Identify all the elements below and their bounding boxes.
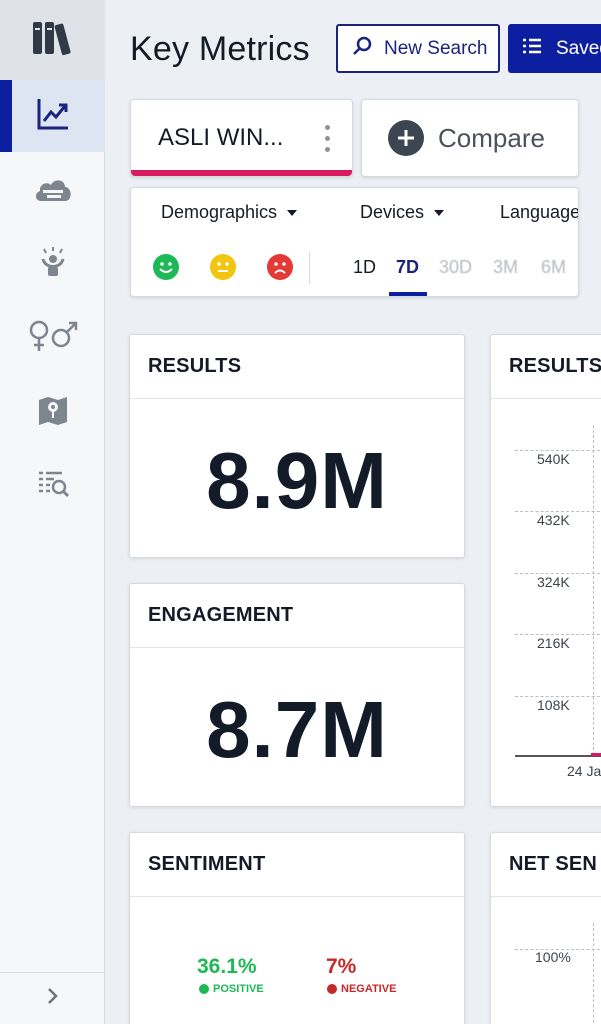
y-tick-label: 216K [537, 635, 570, 651]
net-sentiment-title: NET SEN [491, 833, 601, 897]
caret-down-icon [287, 209, 298, 216]
results-card: RESULTS 8.9M [129, 334, 465, 558]
positive-label-text: POSITIVE [213, 983, 264, 995]
engagement-card: ENGAGEMENT 8.7M [129, 583, 465, 807]
filter-panel: Demographics Devices Languages 1D 7D 30D… [130, 187, 579, 297]
devices-label: Devices [360, 202, 425, 222]
gridline [515, 573, 601, 574]
search-tab-label: ASLI WIN... [158, 124, 284, 151]
negative-value: 7% [326, 955, 357, 978]
compare-button[interactable]: Compare [361, 99, 579, 177]
cloud-icon [33, 175, 73, 208]
chevron-right-icon [46, 987, 60, 1010]
sidebar [0, 0, 105, 1024]
neutral-face-icon [217, 262, 229, 272]
negative-label-text: NEGATIVE [341, 983, 397, 995]
y-tick-label: 540K [537, 451, 570, 467]
engagement-card-title: ENGAGEMENT [130, 584, 464, 648]
sidebar-expand-button[interactable] [0, 972, 105, 1024]
x-tick-label: 24 Ja [567, 763, 601, 779]
results-chart-card: RESULTS 540K 432K 324K 216K 108K 24 Ja [490, 334, 601, 807]
kebab-dot [324, 135, 330, 141]
sidebar-item-search-results[interactable] [0, 449, 105, 521]
sidebar-item-demographics[interactable] [0, 302, 105, 374]
range-7d[interactable]: 7D [396, 257, 420, 277]
active-tab-indicator [131, 170, 352, 176]
sentiment-card: SENTIMENT 36.1% POSITIVE 7% NEGATIVE [129, 832, 465, 1024]
active-range-indicator [389, 292, 427, 296]
y-tick-label: 100% [535, 949, 571, 965]
sidebar-logo[interactable] [0, 0, 105, 80]
list-icon [522, 38, 556, 60]
gridline [515, 696, 601, 697]
sidebar-item-geography[interactable] [0, 377, 105, 449]
x-gridline [593, 923, 594, 1024]
gender-icon [27, 318, 79, 359]
sidebar-item-key-metrics[interactable] [0, 80, 105, 152]
saved-label: Saved [556, 37, 601, 59]
saved-searches-button[interactable]: Saved [508, 24, 601, 73]
results-value: 8.9M [206, 436, 388, 525]
y-tick-label: 324K [537, 574, 570, 590]
demographics-label: Demographics [161, 202, 278, 222]
compare-label: Compare [438, 122, 545, 153]
gridline [515, 511, 601, 512]
range-6m[interactable]: 6M [541, 257, 567, 277]
list-search-icon [36, 466, 70, 505]
languages-dropdown[interactable]: Languages [500, 202, 578, 223]
y-tick-label: 108K [537, 697, 570, 713]
positive-label: POSITIVE [199, 983, 264, 995]
results-chart-title: RESULTS [491, 335, 601, 399]
kebab-dot [324, 124, 330, 130]
negative-sentiment-filter[interactable] [267, 254, 293, 280]
page-title: Key Metrics [130, 30, 310, 68]
gridline [515, 634, 601, 635]
new-search-label: New Search [384, 37, 488, 59]
frown-icon [274, 262, 286, 274]
gridline [515, 949, 601, 950]
range-1d[interactable]: 1D [353, 257, 377, 277]
range-30d[interactable]: 30D [439, 257, 473, 277]
person-celebrate-icon [36, 245, 70, 284]
trend-chart-icon [36, 97, 70, 136]
y-tick-label: 432K [537, 512, 570, 528]
series-mark [591, 753, 601, 756]
search-tab[interactable]: ASLI WIN... [130, 99, 353, 177]
neutral-sentiment-filter[interactable] [210, 254, 236, 280]
range-3m[interactable]: 3M [493, 257, 519, 277]
x-axis [515, 755, 601, 757]
engagement-value: 8.7M [206, 685, 388, 774]
devices-dropdown[interactable]: Devices [360, 202, 445, 223]
net-sentiment-card: NET SEN 100% [490, 832, 601, 1024]
results-card-title: RESULTS [130, 335, 464, 399]
x-gridline [593, 425, 594, 755]
gridline [515, 450, 601, 451]
sidebar-item-influencers[interactable] [0, 228, 105, 300]
negative-label: NEGATIVE [327, 983, 396, 995]
smile-icon [199, 984, 209, 994]
more-options-button[interactable] [315, 118, 339, 158]
demographics-dropdown[interactable]: Demographics [161, 202, 298, 223]
languages-label: Languages [500, 202, 578, 222]
sentiment-card-title: SENTIMENT [130, 833, 464, 897]
search-icon [352, 36, 384, 62]
sidebar-item-topics[interactable] [0, 155, 105, 227]
new-search-button[interactable]: New Search [336, 24, 500, 73]
plus-icon [388, 120, 424, 156]
divider [309, 252, 310, 284]
positive-sentiment-filter[interactable] [153, 254, 179, 280]
smile-icon [159, 262, 173, 273]
library-icon [31, 18, 75, 63]
map-pin-icon [36, 394, 70, 433]
positive-value: 36.1% [197, 955, 257, 978]
kebab-dot [324, 146, 330, 152]
caret-down-icon [434, 209, 445, 216]
frown-icon [327, 984, 337, 994]
